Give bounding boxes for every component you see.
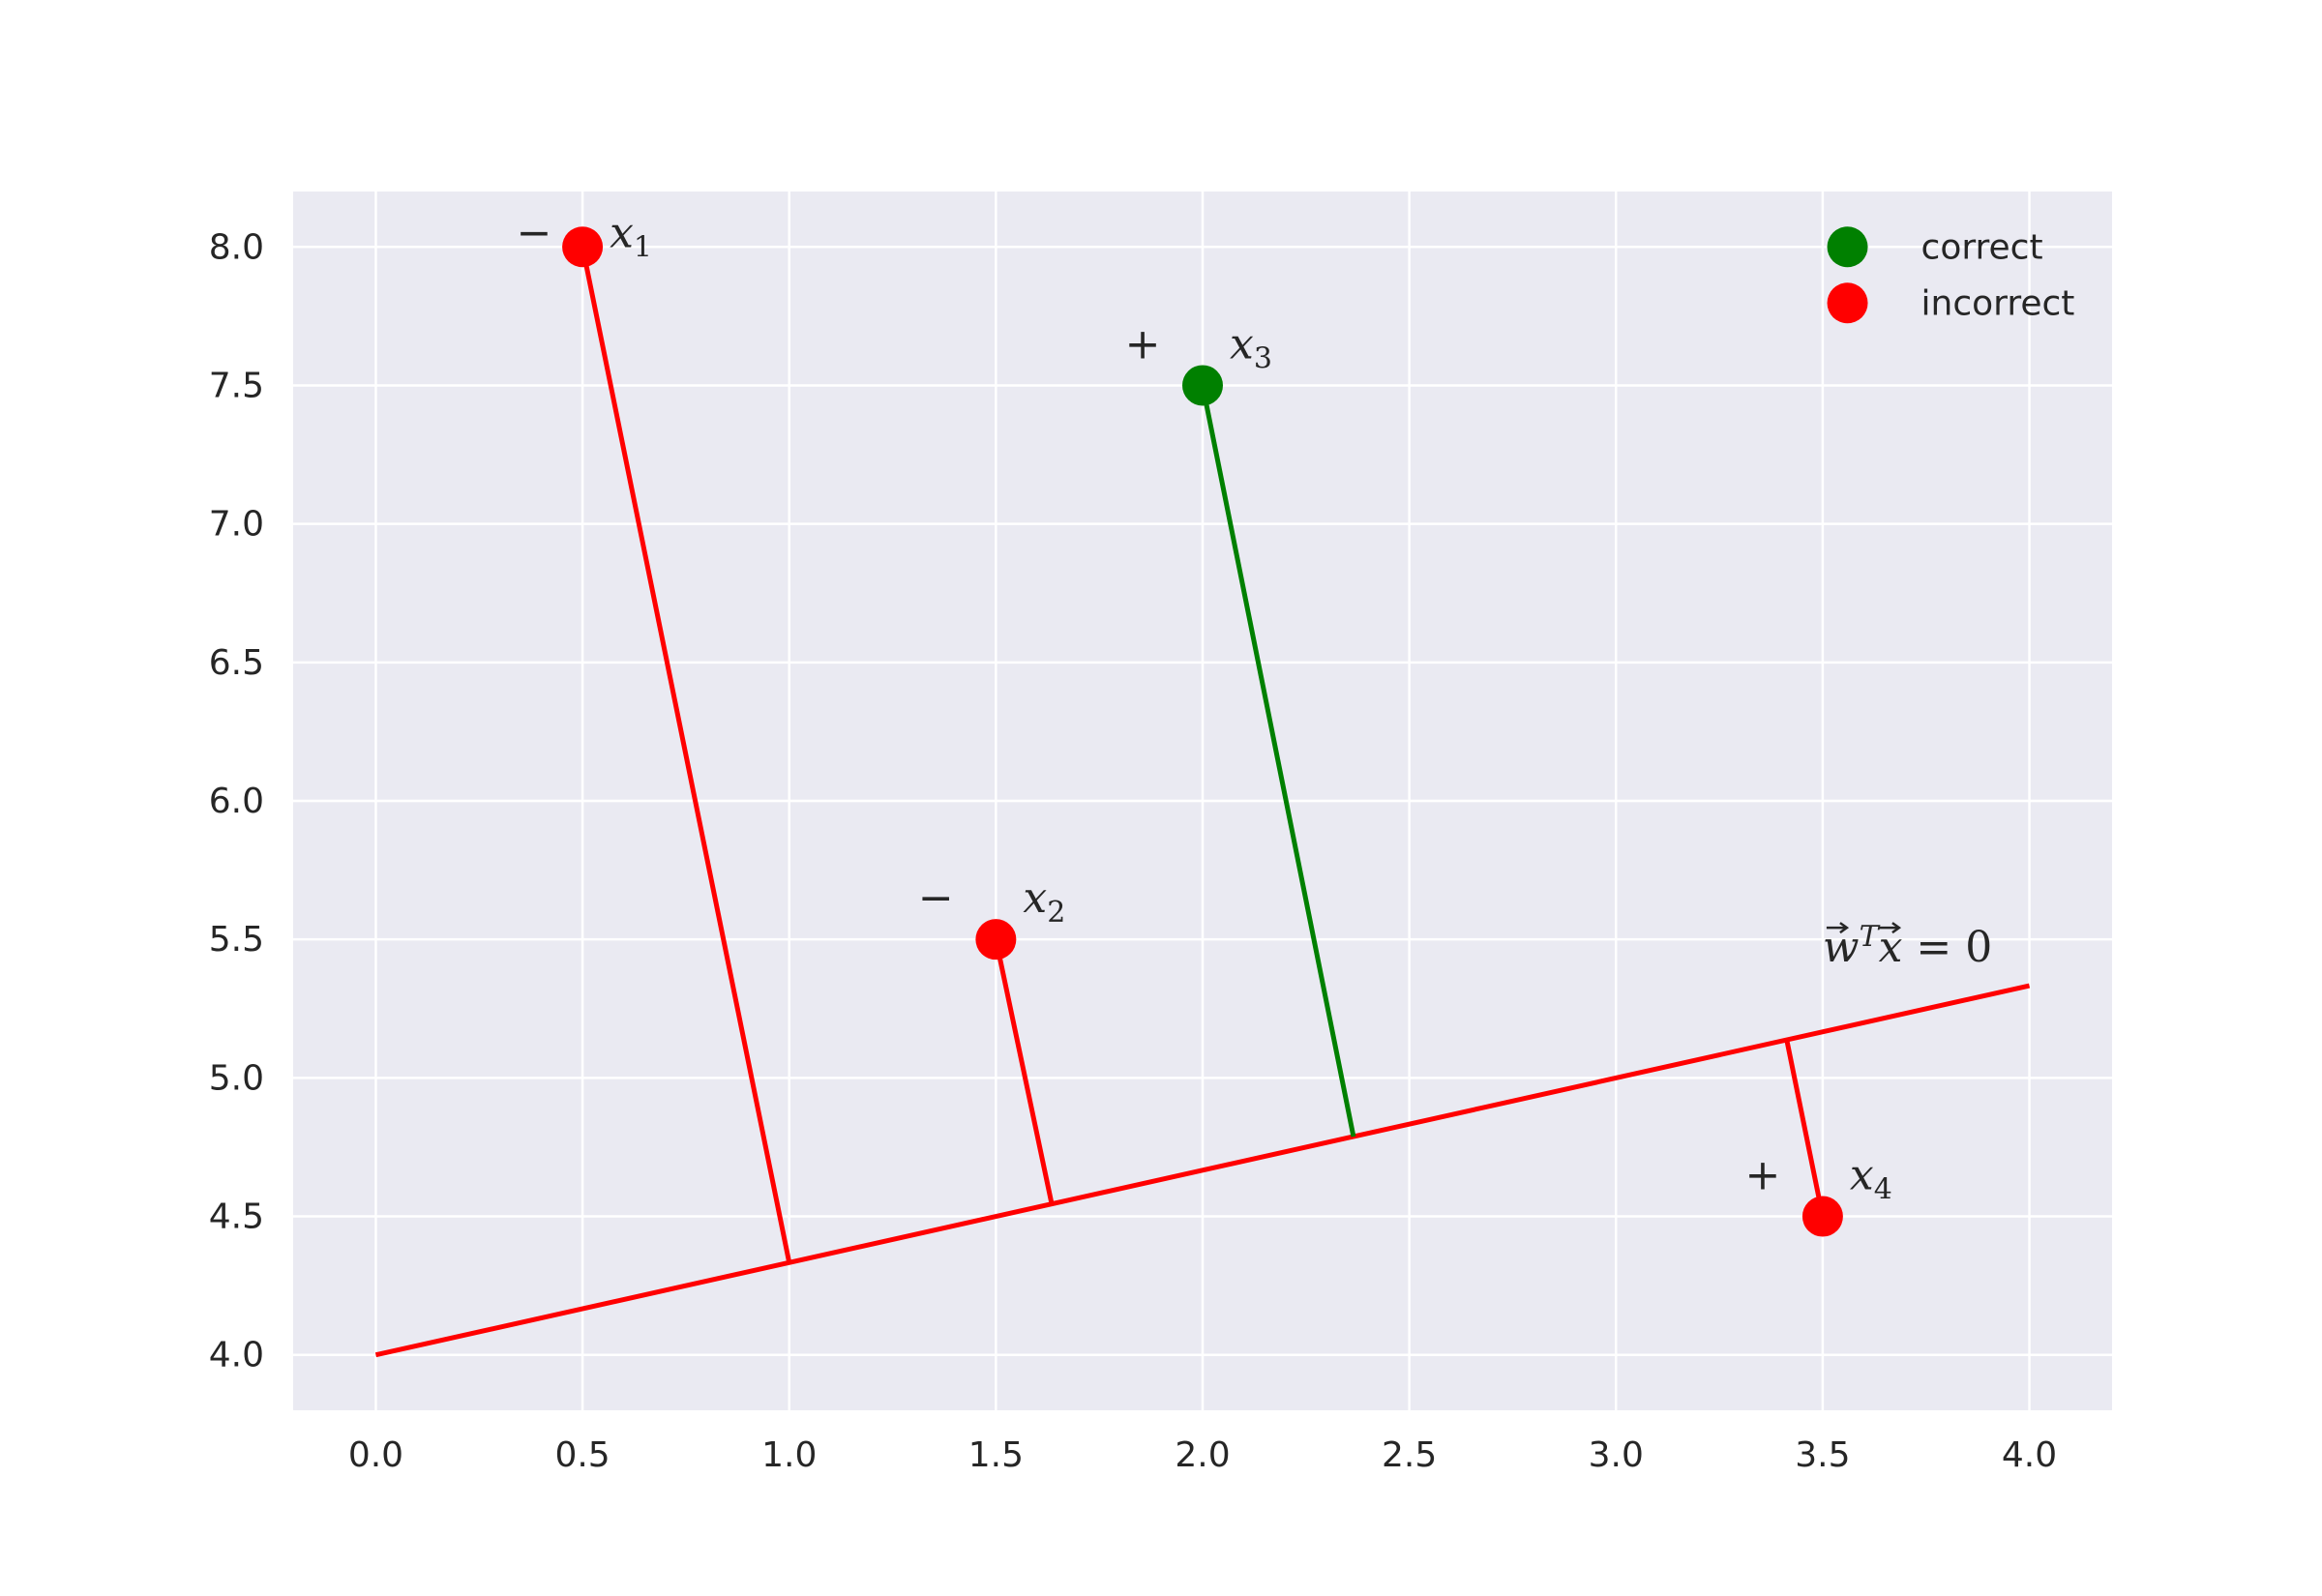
- decision-boundary-label: wTx = 0: [1823, 920, 1992, 972]
- y-tick-labels: 4.0 4.5 5.0 5.5 6.0 6.5 7.0 7.5 8.0: [209, 227, 264, 1374]
- decision-boundary-line: [374, 983, 2031, 1358]
- x-tick-label: 1.0: [761, 1435, 817, 1475]
- data-points: [562, 226, 1843, 1237]
- point-x2: [975, 919, 1017, 961]
- x-tick-label: 4.0: [2002, 1435, 2057, 1475]
- y-tick-label: 6.0: [209, 782, 264, 821]
- x-tick-label: 1.5: [968, 1435, 1024, 1475]
- y-tick-label: 6.5: [209, 643, 264, 683]
- y-tick-label: 5.0: [209, 1058, 264, 1098]
- point-x1: [562, 226, 604, 268]
- projection-line-x2: [993, 938, 1055, 1205]
- sign-label-x3: +: [1125, 319, 1161, 369]
- sign-label-x1: −: [517, 208, 552, 257]
- y-tick-label: 7.0: [209, 505, 264, 545]
- point-label-x4: x4: [1850, 1151, 1892, 1207]
- point-x4: [1801, 1196, 1843, 1237]
- y-tick-label: 5.5: [209, 920, 264, 960]
- legend-marker-correct: [1827, 226, 1868, 268]
- x-tick-label: 0.0: [348, 1435, 403, 1475]
- vector-arrow-x-head: [1891, 922, 1902, 934]
- legend-label-incorrect: incorrect: [1921, 283, 2075, 323]
- point-label-x3: x3: [1230, 319, 1272, 375]
- projection-line-x3: [1200, 384, 1356, 1138]
- y-tick-label: 4.0: [209, 1336, 264, 1375]
- x-tick-label: 2.0: [1175, 1435, 1230, 1475]
- x-tick-label: 3.5: [1795, 1435, 1850, 1475]
- point-labels: − x1 − x2 + x3 + x4: [517, 208, 1892, 1206]
- x-tick-label: 0.5: [554, 1435, 610, 1475]
- boundary-equation: wTx = 0: [1823, 920, 1992, 972]
- point-label-x1: x1: [610, 208, 652, 264]
- y-tick-label: 8.0: [209, 227, 264, 267]
- point-x3: [1182, 365, 1223, 406]
- projection-lines: [374, 246, 2031, 1358]
- y-tick-label: 7.5: [209, 366, 264, 405]
- y-tick-label: 4.5: [209, 1197, 264, 1237]
- point-label-x2: x2: [1023, 873, 1065, 930]
- sign-label-x4: +: [1744, 1151, 1780, 1200]
- projection-line-x4: [1784, 1039, 1826, 1218]
- legend-marker-incorrect: [1827, 282, 1868, 324]
- sign-label-x2: −: [918, 873, 954, 923]
- x-tick-labels: 0.0 0.5 1.0 1.5 2.0 2.5 3.0 3.5 4.0: [348, 1435, 2057, 1475]
- legend: correct incorrect: [1827, 226, 2075, 324]
- projection-line-x1: [580, 246, 792, 1263]
- x-tick-label: 3.0: [1589, 1435, 1644, 1475]
- legend-label-correct: correct: [1921, 227, 2043, 267]
- vector-arrow-w-head: [1839, 922, 1850, 934]
- x-tick-label: 2.5: [1382, 1435, 1437, 1475]
